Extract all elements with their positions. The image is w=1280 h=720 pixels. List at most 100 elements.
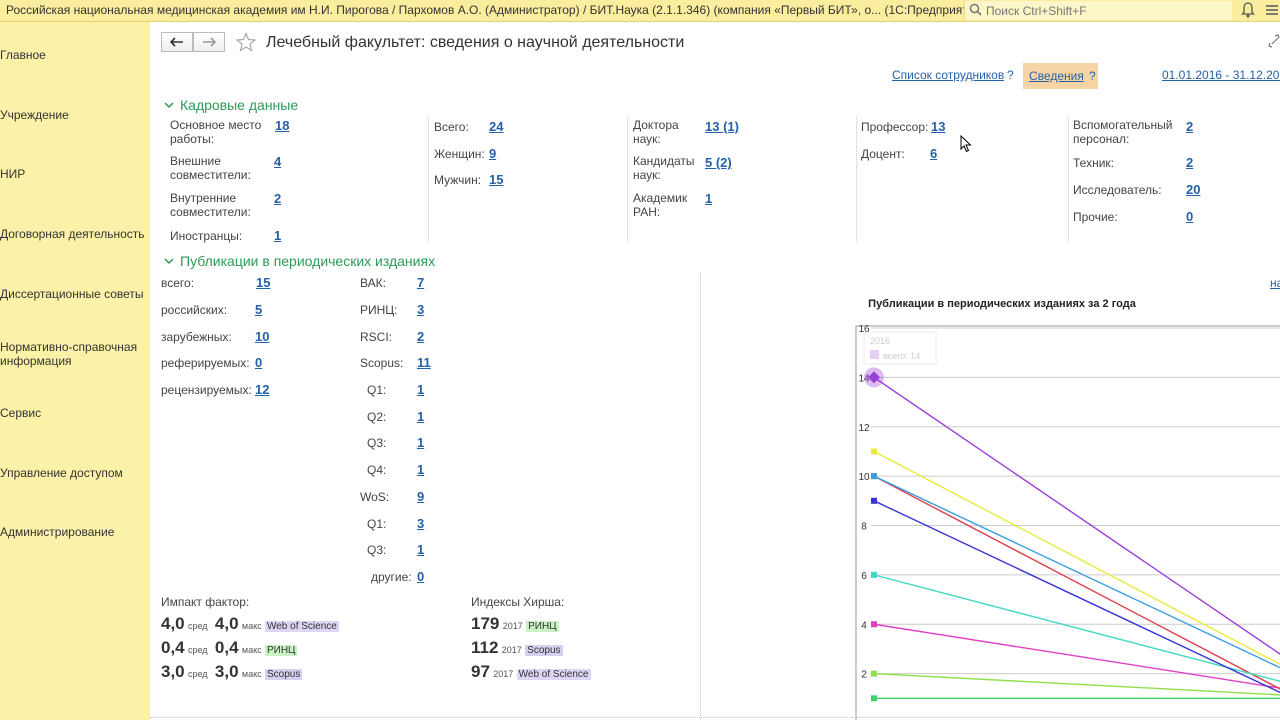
hirsch-year: 2017 <box>501 645 522 655</box>
series-point <box>871 621 877 628</box>
chevron-down-icon <box>164 258 174 265</box>
staff-value[interactable]: 15 <box>489 172 504 187</box>
pub-value[interactable]: 3 <box>417 302 425 317</box>
pub-value[interactable]: 3 <box>417 516 425 531</box>
sidebar-item-service[interactable]: Сервис <box>0 406 42 420</box>
series-line <box>873 574 1280 683</box>
highlight-point <box>868 371 880 384</box>
pub-value[interactable]: 11 <box>417 355 431 370</box>
staff-value[interactable]: 5 (2) <box>705 155 732 170</box>
hirsch-source: Scopus <box>525 645 563 656</box>
star-icon[interactable] <box>235 31 257 55</box>
publications-section-header[interactable]: Публикации в периодических изданиях <box>163 253 435 269</box>
staff-value[interactable]: 13 <box>931 119 946 134</box>
pub-label: Q1: <box>367 383 387 397</box>
staff-value[interactable]: 0 <box>1186 209 1194 224</box>
pub-value[interactable]: 10 <box>255 329 270 344</box>
chart-more-link[interactable]: на <box>1270 276 1280 290</box>
series-point <box>871 497 877 504</box>
staff-value[interactable]: 2 <box>274 191 282 206</box>
chart-tooltip-category: 2016 <box>870 336 890 346</box>
info-help[interactable]: ? <box>1089 69 1096 83</box>
link-icon[interactable] <box>1268 34 1280 51</box>
hirsch-row: 97 2017 Web of Science <box>471 662 591 682</box>
period-link[interactable]: 01.01.2016 - 31.12.2017 <box>1162 68 1280 82</box>
series-line <box>873 475 1280 669</box>
pub-value[interactable]: 2 <box>417 329 425 344</box>
pub-label: российских: <box>161 303 228 317</box>
hirsch-year: 2017 <box>502 621 523 631</box>
impact-avg-label: сред <box>187 669 208 679</box>
chart-title: Публикации в периодических изданиях за 2… <box>868 298 1137 310</box>
series-point <box>871 670 877 677</box>
staff-label: Академик РАН: <box>633 191 688 219</box>
pub-value[interactable]: 9 <box>417 489 425 504</box>
pub-value[interactable]: 0 <box>255 355 263 370</box>
y-tick-label: 8 <box>861 522 867 533</box>
staff-value[interactable]: 2 <box>1186 119 1194 134</box>
sidebar-item-access[interactable]: Управление доступом <box>0 466 123 480</box>
pub-value[interactable]: 1 <box>417 542 425 557</box>
sidebar-item-admin[interactable]: Администрирование <box>0 525 115 539</box>
impact-max: 0,4 <box>214 638 239 657</box>
series-line <box>873 623 1280 689</box>
staff-label: Доктора наук: <box>633 118 679 146</box>
staff-value[interactable]: 1 <box>705 191 713 206</box>
global-search[interactable] <box>964 1 1232 20</box>
impact-row: 3,0 сред 3,0 макс Scopus <box>161 662 303 682</box>
staff-value[interactable]: 4 <box>274 154 282 169</box>
sidebar-item-main[interactable]: Главное <box>0 48 46 62</box>
staff-list-link[interactable]: Список сотрудников <box>892 68 1005 82</box>
pub-value[interactable]: 12 <box>255 382 270 397</box>
impact-source: РИНЦ <box>264 645 298 656</box>
pub-value[interactable]: 1 <box>417 462 425 477</box>
staff-label: Доцент: <box>861 147 905 161</box>
staff-help[interactable]: ? <box>1007 68 1014 82</box>
staff-section-header[interactable]: Кадровые данные <box>163 97 298 113</box>
forward-button[interactable] <box>193 32 225 52</box>
staff-value[interactable]: 24 <box>489 119 504 134</box>
sidebar-item-reference[interactable]: Нормативно-справочная информация <box>0 340 138 368</box>
bottom-divider <box>150 717 1280 718</box>
hirsch-value: 97 <box>471 662 490 681</box>
main-content: Лечебный факультет: сведения о научной д… <box>150 22 1280 720</box>
y-tick-label: 4 <box>861 620 867 631</box>
publications-chart: Публикации в периодических изданиях за 2… <box>855 298 1280 720</box>
sidebar-item-contracts[interactable]: Договорная деятельность <box>0 227 145 241</box>
info-link[interactable]: Сведения <box>1029 69 1084 83</box>
pub-value[interactable]: 1 <box>417 435 425 450</box>
menu-icon[interactable] <box>1265 3 1279 20</box>
staff-value[interactable]: 20 <box>1186 182 1201 197</box>
pub-value[interactable]: 1 <box>417 382 425 397</box>
staff-value[interactable]: 1 <box>274 228 282 243</box>
arrow-right-icon <box>203 37 216 47</box>
staff-value[interactable]: 6 <box>930 146 938 161</box>
pub-label: Q2: <box>367 410 387 424</box>
impact-max-label: макс <box>241 621 262 631</box>
cursor-icon <box>960 134 972 156</box>
window-title: Российская национальная медицинская акад… <box>6 3 986 17</box>
bell-icon[interactable] <box>1241 2 1255 21</box>
divider <box>627 117 628 242</box>
staff-value[interactable]: 18 <box>275 118 290 133</box>
sidebar-item-councils[interactable]: Диссертационные советы <box>0 287 144 301</box>
sidebar-item-institution[interactable]: Учреждение <box>0 108 69 122</box>
y-tick-label: 6 <box>861 571 867 582</box>
staff-value[interactable]: 2 <box>1186 155 1194 170</box>
pub-value[interactable]: 1 <box>417 409 425 424</box>
staff-value[interactable]: 9 <box>489 146 497 161</box>
staff-value[interactable]: 13 (1) <box>705 119 739 134</box>
pub-value[interactable]: 0 <box>417 569 425 584</box>
pub-value[interactable]: 15 <box>256 275 271 290</box>
pub-value[interactable]: 5 <box>255 302 263 317</box>
pub-value[interactable]: 7 <box>417 275 425 290</box>
sidebar: Главное Учреждение НИР Договорная деятел… <box>0 22 150 720</box>
hirsch-source: РИНЦ <box>526 621 559 632</box>
y-tick-label: 14 <box>858 373 870 384</box>
search-input[interactable] <box>986 3 1216 18</box>
series-line <box>873 450 1280 666</box>
divider <box>700 272 701 720</box>
info-tab[interactable]: Сведения ? <box>1023 63 1098 89</box>
sidebar-item-nir[interactable]: НИР <box>0 167 26 181</box>
back-button[interactable] <box>161 32 193 52</box>
